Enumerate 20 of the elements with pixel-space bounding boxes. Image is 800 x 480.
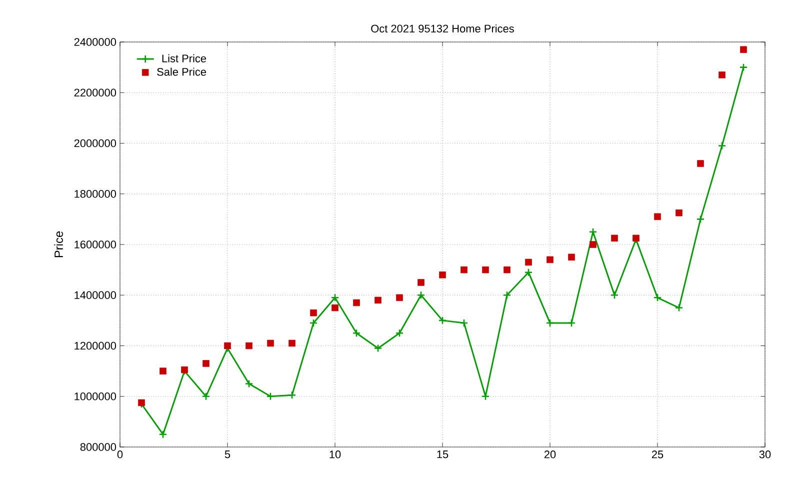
y-tick-label: 1800000 [74, 190, 116, 198]
y-tick-label: 1600000 [74, 240, 116, 248]
x-tick-label: 30 [759, 450, 771, 458]
y-tick-label: 2000000 [74, 139, 116, 148]
y-tick-label: 2400000 [74, 38, 116, 46]
y-tick-label: 800000 [80, 443, 116, 451]
y-tick-label: 1200000 [74, 342, 116, 350]
y-tick-label: 1400000 [74, 291, 116, 300]
x-tick-label: 10 [330, 450, 341, 458]
x-tick-label: 25 [652, 450, 664, 458]
x-tick-label: 15 [437, 450, 448, 458]
x-tick-label: 20 [544, 450, 556, 458]
x-tick-label: 5 [224, 450, 230, 458]
chart-title: Oct 2021 95132 Home Prices [371, 24, 514, 32]
y-axis-title: Price [54, 231, 63, 258]
legend-label: Sale Price [157, 68, 206, 76]
legend-label: List Price [162, 54, 206, 62]
x-tick-label: 0 [117, 450, 123, 458]
y-tick-label: 1000000 [74, 392, 116, 400]
y-tick-label: 2200000 [74, 88, 116, 96]
